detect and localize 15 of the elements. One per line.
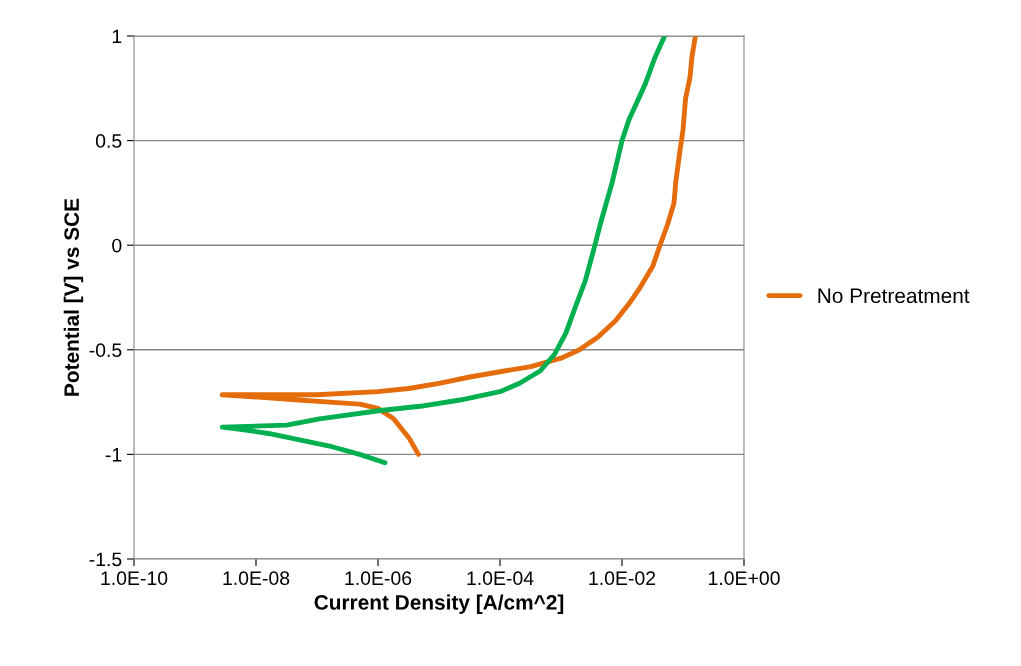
y-tick-label: 0.5 [95, 134, 122, 148]
x-axis-title: Current Density [A/cm^2] [314, 594, 564, 614]
x-tick-label: 1.0E-02 [589, 571, 656, 586]
x-tick-label: 1.0E+00 [708, 571, 780, 586]
legend-label: No Pretreatment [818, 288, 970, 304]
x-tick-label: 1.0E-08 [223, 571, 290, 586]
y-axis-title: Potential [V] vs SCE [63, 198, 84, 396]
x-tick-label: 1.0E-10 [101, 571, 168, 586]
x-tick-label: 1.0E-06 [345, 571, 412, 586]
y-tick-label: 1 [112, 29, 122, 44]
x-tick-label: 1.0E-04 [467, 571, 534, 586]
y-tick-label: -1.5 [89, 552, 122, 567]
y-tick-label: -1 [105, 448, 122, 462]
y-tick-label: -0.5 [89, 343, 122, 358]
y-tick-label: 0 [112, 238, 122, 253]
